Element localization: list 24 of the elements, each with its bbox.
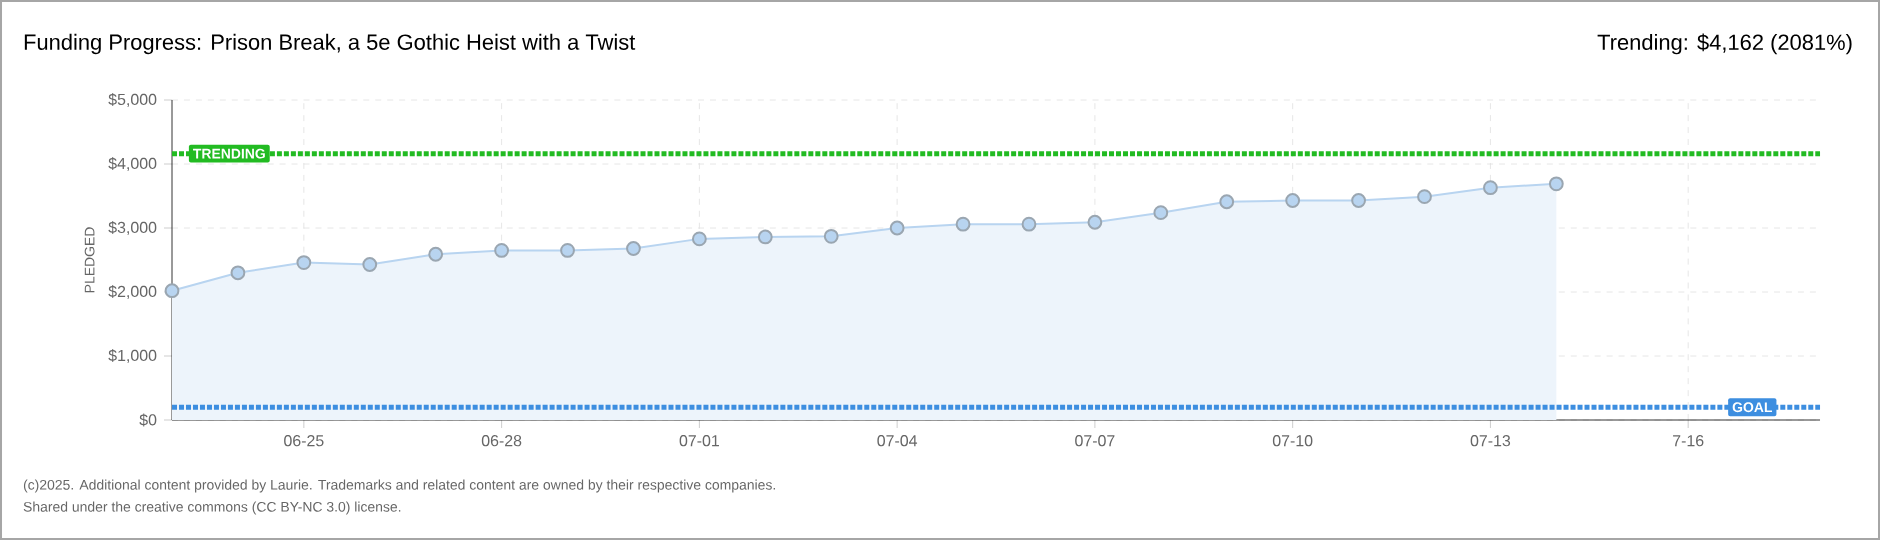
- point: [691, 231, 707, 247]
- point: [164, 283, 180, 299]
- point: [1285, 193, 1301, 208]
- point: [626, 241, 641, 256]
- point: [1548, 176, 1564, 192]
- point: [955, 216, 971, 232]
- point: [1153, 205, 1169, 221]
- point: [757, 229, 773, 245]
- point: [362, 257, 378, 272]
- point: [1087, 214, 1103, 230]
- point: [1417, 189, 1432, 205]
- point: [1483, 180, 1498, 196]
- chart-subtitle: Trending: $4,162 (2081%): [1597, 33, 1852, 55]
- chart-title: Funding Progress: Prison Break, a 5e Gothic Heist with a Twist: [24, 33, 636, 55]
- point: [1219, 194, 1235, 210]
- point: [1021, 216, 1037, 232]
- point: [823, 228, 839, 244]
- point: [494, 243, 510, 258]
- point: [889, 220, 905, 236]
- point: [230, 265, 246, 281]
- point: [560, 243, 575, 258]
- point: [296, 255, 312, 270]
- point: [428, 246, 444, 262]
- point: [1351, 193, 1366, 208]
